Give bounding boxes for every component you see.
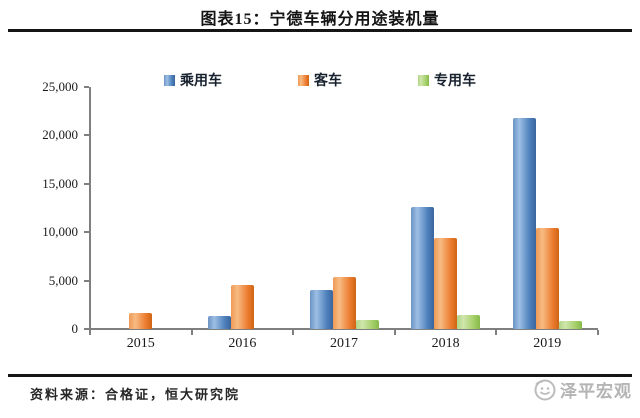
x-tick-label: 2015 xyxy=(126,336,155,351)
y-axis-line xyxy=(89,87,91,330)
bar-2018-专用车 xyxy=(457,314,481,329)
smiley-face-icon xyxy=(534,379,556,401)
chart-legend: 乘用车 客车 专用车 xyxy=(0,70,640,90)
bar-2016-客车 xyxy=(230,284,254,329)
y-axis-tick xyxy=(84,134,89,137)
y-axis-tick xyxy=(84,279,89,282)
bar-2017-客车 xyxy=(332,276,356,329)
logo-text: 泽平宏观 xyxy=(560,382,632,401)
legend-item: 客车 xyxy=(298,70,342,90)
y-tick-label: 15,000 xyxy=(42,175,78,191)
y-axis-tick xyxy=(84,328,89,330)
legend-swatch xyxy=(418,74,429,86)
legend-label: 专用车 xyxy=(434,74,476,89)
y-tick-label: 5,000 xyxy=(48,272,78,288)
x-axis-tick xyxy=(292,330,295,335)
legend-item: 专用车 xyxy=(418,70,476,90)
legend-label: 乘用车 xyxy=(180,74,222,89)
x-axis-tick xyxy=(89,330,91,335)
bar-2017-乘用车 xyxy=(309,289,333,329)
y-tick-label: 25,000 xyxy=(42,79,78,94)
bar-2019-客车 xyxy=(535,228,559,329)
bar-2019-专用车 xyxy=(558,320,582,329)
bar-2018-客车 xyxy=(434,238,458,329)
y-axis-tick xyxy=(84,182,89,185)
bar-2015-客车 xyxy=(129,313,153,329)
bar-2019-乘用车 xyxy=(512,117,536,329)
y-tick-label: 10,000 xyxy=(42,224,78,240)
zeping-macro-logo: 泽平宏观 xyxy=(534,377,632,402)
y-axis-tick xyxy=(84,86,89,88)
source-note: 资料来源：合格证，恒大研究院 xyxy=(30,387,241,402)
chart-title: 图表15：宁德车辆分用途装机量 xyxy=(200,11,440,28)
x-tick-label: 2016 xyxy=(228,336,257,351)
bar-2018-乘用车 xyxy=(411,207,435,329)
bar-2016-乘用车 xyxy=(207,315,231,329)
top-rule xyxy=(8,29,632,32)
x-tick-label: 2018 xyxy=(431,336,460,351)
legend-label: 客车 xyxy=(314,74,342,89)
y-axis-tick xyxy=(84,231,89,234)
x-tick-label: 2017 xyxy=(330,336,358,351)
x-axis-line xyxy=(90,328,598,330)
x-axis-tick xyxy=(393,330,396,335)
y-tick-label: 0 xyxy=(71,321,79,336)
bottom-rule xyxy=(8,374,632,377)
legend-swatch xyxy=(164,74,175,86)
y-tick-label: 20,000 xyxy=(42,127,78,143)
legend-swatch xyxy=(298,74,309,86)
x-axis-tick xyxy=(190,330,193,335)
x-axis-tick xyxy=(597,330,599,335)
legend-item: 乘用车 xyxy=(164,70,222,90)
bar-2017-专用车 xyxy=(355,320,379,329)
x-axis-tick xyxy=(495,330,498,335)
x-tick-label: 2019 xyxy=(533,336,562,351)
